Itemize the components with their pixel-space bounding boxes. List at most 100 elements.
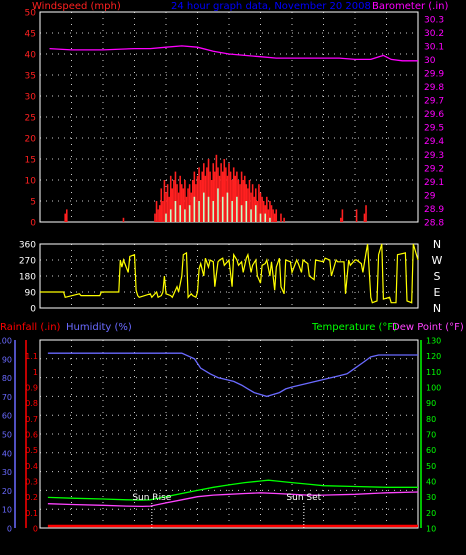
wind-y-tick-label: 20 [25, 135, 37, 145]
wind-bar [269, 201, 271, 222]
x-tick-label: 18 [318, 228, 330, 238]
gust-series [165, 188, 271, 222]
humidity-y-tick-label: 10 [2, 506, 12, 515]
wind-bar [154, 213, 156, 222]
wind-bar [179, 175, 181, 222]
wind-bar [363, 213, 366, 222]
wind-bar [201, 171, 204, 222]
wind-bar [182, 188, 185, 222]
wind-y-tick-label: 50 [25, 9, 37, 19]
x-tick-label: 12 [223, 228, 234, 238]
rainfall-y-tick-label: 0.1 [25, 509, 38, 518]
temperature-y-tick-label: 50 [426, 462, 436, 471]
compass-letter: S [434, 270, 441, 283]
temperature-y-ticks: 10 20 30 40 50 60 70 80 90 100 110 120 130 [426, 337, 441, 534]
wind-bar [210, 180, 213, 222]
wind-bar [232, 167, 235, 222]
wind-bar [225, 167, 227, 222]
gust-bar [198, 201, 200, 222]
x-tick-label: 20 [349, 534, 361, 544]
wind-y-tick-label: 40 [25, 51, 37, 61]
wind-y-tick-label: 15 [25, 156, 36, 166]
x-tick-label: 10 [192, 228, 204, 238]
gust-bar [165, 213, 167, 222]
humidity-y-tick-label: 100 [0, 337, 12, 346]
barometer-y-tick-label: 28.8 [424, 219, 444, 229]
wind-bar [176, 184, 178, 222]
x-tick-label: 02 [66, 534, 77, 544]
x-tick-label: 22 [381, 228, 392, 238]
x-tick-label: 10 [192, 534, 204, 544]
wind-y-tick-label: 0 [30, 219, 36, 229]
wind-bar [256, 201, 259, 222]
wind-bar [280, 213, 282, 222]
barometer-line [49, 45, 418, 62]
wind-bar [209, 171, 211, 222]
sun-annotations: Sun Rise Sun Set [132, 493, 322, 528]
wind-bar [267, 209, 270, 222]
barometer-y-tick-label: 29.4 [424, 137, 444, 147]
barometer-y-tick-label: 28.9 [424, 205, 444, 215]
gust-bar [221, 196, 224, 222]
x-tick-label: 22 [381, 534, 392, 544]
barometer-y-ticks: 28.8 28.9 29 29.1 29.2 29.3 29.4 29.5 29.6 29.7 29… [424, 15, 444, 228]
gust-bar [179, 205, 181, 222]
temperature-y-tick-label: 40 [426, 478, 436, 487]
wind-bar [188, 184, 191, 222]
dewpoint-axis-title: Dew Point (°F) [392, 322, 464, 333]
wind-bar [259, 192, 262, 222]
humidity-y-tick-label: 20 [2, 487, 12, 496]
temperature-y-tick-label: 70 [426, 431, 436, 440]
wind-bar [229, 171, 232, 222]
temperature-line [47, 479, 418, 501]
x-tick-label: 02 [66, 228, 77, 238]
gust-bar [226, 192, 229, 222]
wind-bar [214, 171, 216, 222]
wind-bar [251, 184, 254, 222]
wind-bar [365, 205, 367, 222]
humidity-y-tick-label: 70 [2, 393, 12, 402]
humidity-y-tick-label: 40 [2, 449, 12, 458]
x-tick-label: 00 [412, 228, 424, 238]
gust-bar [250, 209, 252, 222]
x-tick-label: 08 [160, 228, 172, 238]
direction-panel-frame [39, 243, 419, 309]
rainfall-y-ticks: 0 0.1 0.2 0.3 0.4 0.5 0.6 0.7 0.8 0.9 1 1.1 [25, 352, 38, 533]
barometer-y-tick-label: 29 [424, 191, 436, 201]
wind-y-ticks: 0 5 10 15 20 25 30 35 40 45 50 [25, 9, 37, 229]
gust-bar [169, 209, 172, 222]
wind-bar [273, 213, 276, 222]
direction-y-tick-label: 0 [30, 305, 36, 315]
compass-letter: N [433, 302, 441, 315]
barometer-y-tick-label: 30.3 [424, 15, 444, 25]
direction-y-ticks: 0 90 180 270 360 [19, 241, 36, 315]
wind-bar [180, 184, 183, 222]
gust-bar [259, 213, 262, 222]
climate-panel-frame [39, 339, 419, 529]
rainfall-y-tick-label: 1.1 [25, 352, 38, 361]
wind-y-tick-label: 5 [30, 198, 36, 208]
barometer-y-tick-label: 29.1 [424, 178, 444, 188]
wind-bar [272, 209, 274, 222]
wind-bar [187, 188, 189, 222]
wind-bar [215, 154, 218, 222]
x-tick-label: 14 [255, 534, 267, 544]
humidity-line [47, 352, 418, 398]
x-tick-label: 12 [223, 534, 234, 544]
wind-bar [157, 209, 159, 222]
humidity-y-ticks: 0 10 20 30 40 50 60 70 80 90 100 [0, 337, 12, 534]
barometer-y-tick-label: 30.2 [424, 29, 444, 39]
wind-bar [207, 159, 210, 222]
wind-bar [198, 167, 200, 222]
wind-bar [185, 196, 188, 222]
wind-bar [190, 192, 192, 222]
compass-letter: N [433, 238, 441, 251]
wind-bar [248, 180, 251, 222]
temperature-y-tick-label: 10 [426, 525, 436, 534]
barometer-y-tick-label: 30.1 [424, 42, 444, 52]
wind-bar [270, 205, 273, 222]
gust-bar [217, 188, 219, 222]
wind-bar [65, 209, 68, 222]
wind-bar [162, 201, 164, 222]
